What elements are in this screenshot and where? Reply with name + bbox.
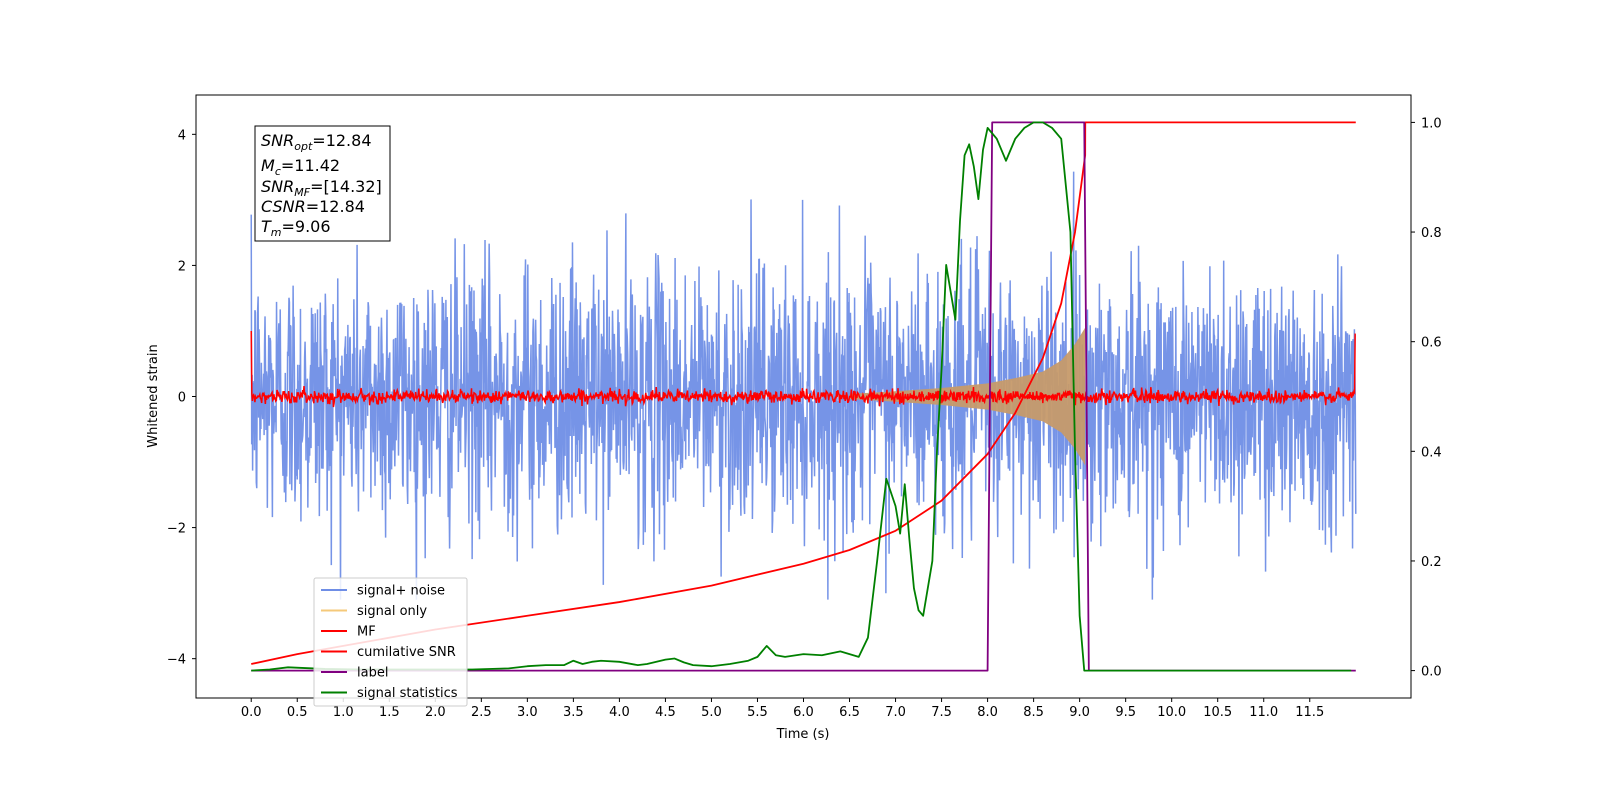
legend-label: signal+ noise: [357, 584, 445, 599]
x-tick-label: 6.0: [793, 705, 814, 720]
x-tick-label: 0.0: [241, 705, 262, 720]
y2-tick-label: 0.2: [1421, 555, 1442, 570]
x-axis: 0.0 0.5 1.0 1.5 2.0 2.5 3.0 3.5 4.0 4.5 5.0 5.5 6.0 6…: [241, 698, 1324, 720]
x-tick-label: 1.0: [333, 705, 354, 720]
annotation-box: [254, 125, 391, 242]
legend-frame: [313, 577, 468, 707]
x-tick-label: 2.0: [425, 705, 446, 720]
y-tick-label: −2: [167, 522, 186, 537]
y-axis-label: Whitened strain: [146, 344, 161, 447]
legend-label: signal statistics: [357, 686, 458, 701]
x-tick-label: 7.0: [885, 705, 906, 720]
x-tick-label: 9.0: [1069, 705, 1090, 720]
x-tick-label: 1.5: [379, 705, 400, 720]
annotation-mc: Mc=11.42: [261, 156, 340, 178]
stats-annotation: SNRopt=12.84 Mc=11.42 SNRMF=[14.32] CSNR…: [254, 125, 391, 242]
x-tick-label: 11.5: [1295, 705, 1324, 720]
y2-tick-label: 0.4: [1421, 445, 1442, 460]
legend-label: MF: [357, 625, 376, 640]
y2-tick-label: 0.6: [1421, 336, 1442, 351]
x-tick-label: 3.0: [517, 705, 538, 720]
x-axis-label: Time (s): [776, 727, 830, 742]
y-axis-left: 4 2 0 −2 −4: [167, 128, 196, 668]
x-tick-label: 8.5: [1023, 705, 1044, 720]
series-signal-noise: [250, 171, 1357, 600]
x-tick-label: 2.5: [471, 705, 492, 720]
y-tick-label: 0: [178, 391, 186, 406]
y2-tick-label: 0.8: [1421, 226, 1442, 241]
x-tick-label: 5.5: [747, 705, 768, 720]
x-tick-label: 6.5: [839, 705, 860, 720]
x-tick-label: 3.5: [563, 705, 584, 720]
x-tick-label: 4.5: [655, 705, 676, 720]
x-tick-label: 7.5: [931, 705, 952, 720]
x-tick-label: 0.5: [287, 705, 308, 720]
y2-tick-label: 0.0: [1421, 665, 1442, 680]
x-tick-label: 9.5: [1115, 705, 1136, 720]
legend-label: signal only: [357, 604, 427, 619]
annotation-tm: Tm=9.06: [261, 217, 331, 239]
legend: signal+ noise signal only MF cumilative SNR…: [313, 577, 468, 707]
x-tick-label: 11.0: [1249, 705, 1278, 720]
x-tick-label: 10.5: [1203, 705, 1232, 720]
x-tick-label: 4.0: [609, 705, 630, 720]
annotation-snr-opt: SNRopt=12.84: [261, 131, 372, 153]
y-tick-label: −4: [167, 653, 186, 668]
annotation-snr-mf: SNRMF=[14.32]: [261, 177, 382, 199]
series-signal-statistics: [251, 121, 1352, 672]
x-tick-label: 5.0: [701, 705, 722, 720]
legend-label: label: [357, 666, 388, 681]
annotation-csnr: CSNR=12.84: [261, 197, 365, 216]
legend-label: cumilative SNR: [357, 645, 456, 660]
x-tick-label: 8.0: [977, 705, 998, 720]
y-tick-label: 4: [178, 128, 186, 143]
x-tick-label: 10.0: [1157, 705, 1186, 720]
y-tick-label: 2: [178, 259, 186, 274]
y2-tick-label: 1.0: [1421, 116, 1442, 131]
series-mf: [250, 330, 1356, 408]
y-axis-right: 1.0 0.8 0.6 0.4 0.2 0.0: [1411, 116, 1442, 680]
